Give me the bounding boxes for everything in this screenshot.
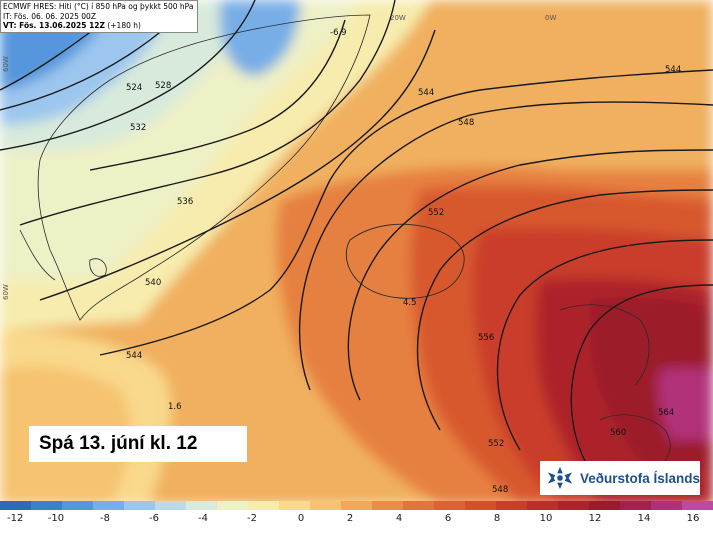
colorbar-swatch xyxy=(527,501,559,510)
longitude-label: 60W xyxy=(2,56,10,72)
colorbar-swatch xyxy=(0,501,32,510)
europe-coastline xyxy=(559,304,671,471)
snowflake-logo-icon xyxy=(547,466,573,490)
thickness-contours xyxy=(0,0,713,471)
colorbar-swatch xyxy=(310,501,342,510)
lead-time: (+180 h) xyxy=(104,21,141,30)
contour-label: 548 xyxy=(458,118,474,128)
colorbar-swatch xyxy=(341,501,373,510)
longitude-label: 20W xyxy=(390,14,406,22)
spot-value: 1.6 xyxy=(168,402,182,412)
longitude-label: 60W xyxy=(2,284,10,300)
colorbar-tick-label: 0 xyxy=(298,513,304,524)
colorbar-swatch xyxy=(62,501,94,510)
colorbar-tick-label: -12 xyxy=(7,513,23,524)
colorbar-tick-label: 12 xyxy=(589,513,602,524)
colorbar-swatch xyxy=(589,501,621,510)
colorbar-swatch xyxy=(279,501,311,510)
colorbar-tick-label: 4 xyxy=(396,513,402,524)
colorbar-tick-label: 10 xyxy=(540,513,553,524)
iceland-coastline xyxy=(345,223,465,299)
header-line-model: ECMWF HRES: Hiti (°C) í 850 hPa og þykkt… xyxy=(3,2,194,11)
colorbar-swatch xyxy=(651,501,683,510)
colorbar-swatch xyxy=(93,501,125,510)
colorbar-tick-label: 8 xyxy=(494,513,500,524)
contour-label: 524 xyxy=(126,83,142,93)
forecast-caption: Spá 13. júní kl. 12 xyxy=(29,426,247,462)
logo-text: Veðurstofa Íslands xyxy=(579,470,700,486)
contour-label: 532 xyxy=(130,123,146,133)
colorbar-swatch xyxy=(403,501,435,510)
colorbar-tick-label: 2 xyxy=(347,513,353,524)
contour-label: 544 xyxy=(418,88,434,98)
contour-label: 528 xyxy=(155,81,171,91)
header-line-valid-time: VT: Fös. 13.06.2025 12Z (+180 h) xyxy=(3,21,193,31)
contour-label: 552 xyxy=(488,439,504,449)
colorbar-tick-label: -10 xyxy=(48,513,64,524)
colorbar-swatch xyxy=(682,501,713,510)
colorbar-swatch xyxy=(434,501,466,510)
colorbar-swatch xyxy=(558,501,590,510)
contour-label: 548 xyxy=(492,485,508,495)
contour-label: 536 xyxy=(177,197,193,207)
contour-labels: 524 528 532 536 540 544 544 548 552 556 … xyxy=(126,65,681,495)
colorbar-tick-label: -6 xyxy=(149,513,159,524)
contour-label: 552 xyxy=(428,208,444,218)
colorbar-swatch xyxy=(248,501,280,510)
forecast-header: ECMWF HRES: Hiti (°C) í 850 hPa og þykkt… xyxy=(0,0,199,33)
colorbar-tick-label: 16 xyxy=(687,513,700,524)
colorbar-tick-label: 6 xyxy=(445,513,451,524)
valid-time: VT: Fös. 13.06.2025 12Z xyxy=(3,21,105,30)
contour-label: 560 xyxy=(610,428,626,438)
contour-label: 544 xyxy=(665,65,681,75)
colorbar-swatch xyxy=(155,501,187,510)
colorbar-tick-label: -8 xyxy=(100,513,110,524)
colorbar-swatch xyxy=(124,501,156,510)
colorbar-swatch xyxy=(372,501,404,510)
longitude-labels: 20W 0W 60W 60W xyxy=(2,14,556,300)
header-line-initial-time: IT: Fös. 06. 06. 2025 00Z xyxy=(3,11,96,21)
colorbar-tick-label: -2 xyxy=(247,513,257,524)
spot-value: -6.9 xyxy=(330,28,347,38)
colorbar-swatch xyxy=(217,501,249,510)
colorbar-swatch xyxy=(496,501,528,510)
colorbar-swatch xyxy=(31,501,63,510)
contour-label: 544 xyxy=(126,351,142,361)
spot-value: 4.5 xyxy=(403,298,417,308)
contour-label: 556 xyxy=(478,333,494,343)
temperature-colorbar: -12 -10 -8 -6 -4 -2 0 2 4 6 8 10 12 14 16 xyxy=(0,501,713,524)
colorbar-swatches xyxy=(0,501,713,510)
contour-label: 564 xyxy=(658,408,674,418)
colorbar-ticks: -12 -10 -8 -6 -4 -2 0 2 4 6 8 10 12 14 16 xyxy=(7,513,699,524)
colorbar-swatch xyxy=(620,501,652,510)
colorbar-tick-label: -4 xyxy=(198,513,208,524)
colorbar-swatch xyxy=(465,501,497,510)
colorbar-swatch xyxy=(186,501,218,510)
colorbar-tick-label: 14 xyxy=(638,513,651,524)
longitude-label: 0W xyxy=(545,14,556,22)
contour-label: 540 xyxy=(145,278,161,288)
vedurstofa-logo: Veðurstofa Íslands xyxy=(540,461,700,495)
greenland-coastline xyxy=(19,14,371,321)
spot-values: -6.9 4.5 1.6 xyxy=(168,28,417,412)
